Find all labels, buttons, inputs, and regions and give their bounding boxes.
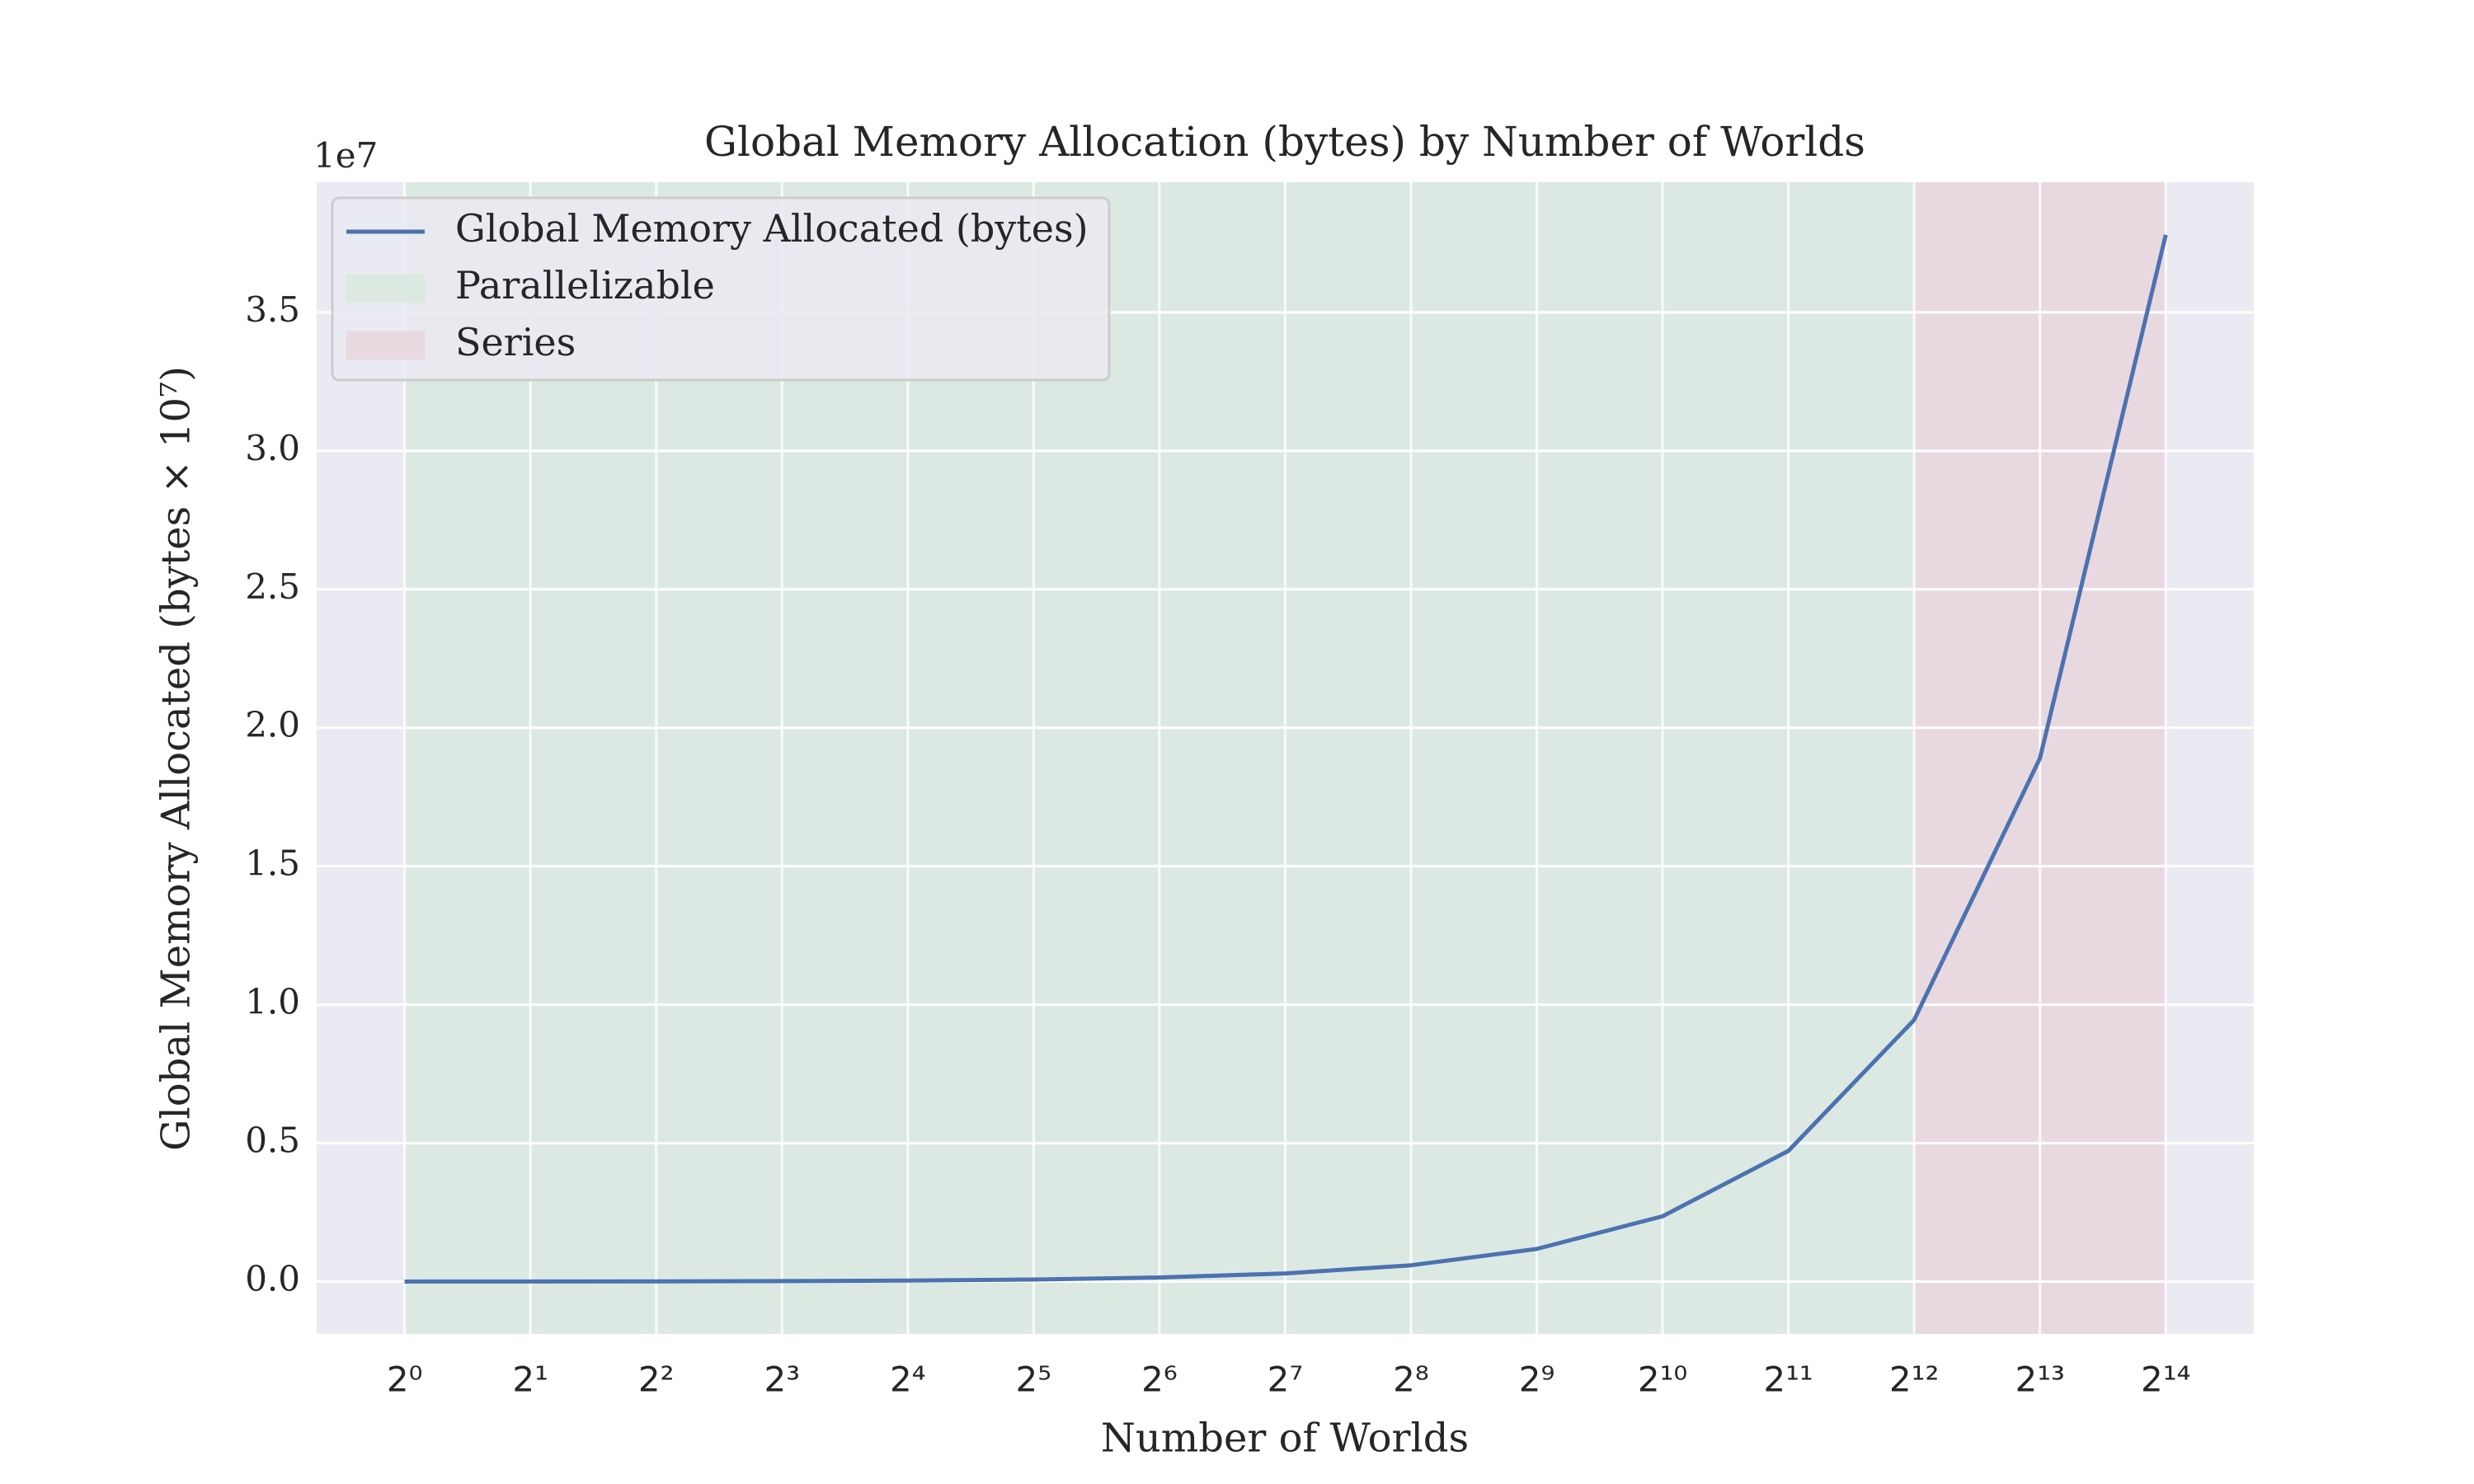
y-tick-label: 3.5	[245, 289, 300, 330]
chart-title: Global Memory Allocation (bytes) by Numb…	[704, 118, 1865, 166]
legend-swatch	[346, 331, 426, 360]
x-tick-label: 2⁴	[890, 1360, 926, 1400]
x-tick-label: 2⁶	[1141, 1360, 1178, 1400]
legend: Global Memory Allocated (bytes) Paralleli…	[331, 196, 1111, 382]
y-tick-label: 1.0	[245, 982, 300, 1022]
x-tick-label: 2¹⁴	[2141, 1360, 2190, 1400]
x-axis-label: Number of Worlds	[1101, 1416, 1469, 1462]
line	[404, 234, 2168, 1284]
legend-label: Global Memory Allocated (bytes)	[455, 206, 1089, 251]
legend-label: Series	[455, 320, 576, 364]
y-tick-label: 1.5	[245, 843, 300, 884]
x-tick-label: 2¹¹	[1763, 1360, 1813, 1400]
x-tick-label: 2¹²	[1889, 1360, 1939, 1400]
y-tick-label: 2.0	[245, 705, 300, 745]
legend-label: Parallelizable	[455, 263, 715, 308]
x-tick-label: 2⁵	[1016, 1360, 1052, 1400]
x-tick-label: 2⁸	[1393, 1360, 1429, 1400]
y-axis-label: Global Memory Allocated (bytes × 10⁷)	[153, 366, 200, 1151]
x-tick-label: 2¹	[512, 1360, 548, 1400]
x-tick-label: 2³	[764, 1360, 800, 1400]
x-tick-label: 2²	[638, 1360, 675, 1400]
y-tick-label: 0.0	[245, 1259, 300, 1299]
x-tick-label: 2⁷	[1268, 1360, 1304, 1400]
y-tick-label: 0.5	[245, 1120, 300, 1161]
y-tick-label: 2.5	[245, 566, 300, 607]
y-tick-label: 3.0	[245, 428, 300, 468]
x-tick-label: 2⁹	[1519, 1360, 1555, 1400]
y-offset-label: 1e7	[313, 135, 378, 176]
legend-swatch	[346, 274, 426, 303]
x-tick-label: 2¹³	[2015, 1360, 2064, 1400]
x-tick-label: 2⁰	[387, 1360, 423, 1400]
x-tick-label: 2¹⁰	[1638, 1360, 1687, 1400]
legend-frame	[331, 196, 1111, 382]
